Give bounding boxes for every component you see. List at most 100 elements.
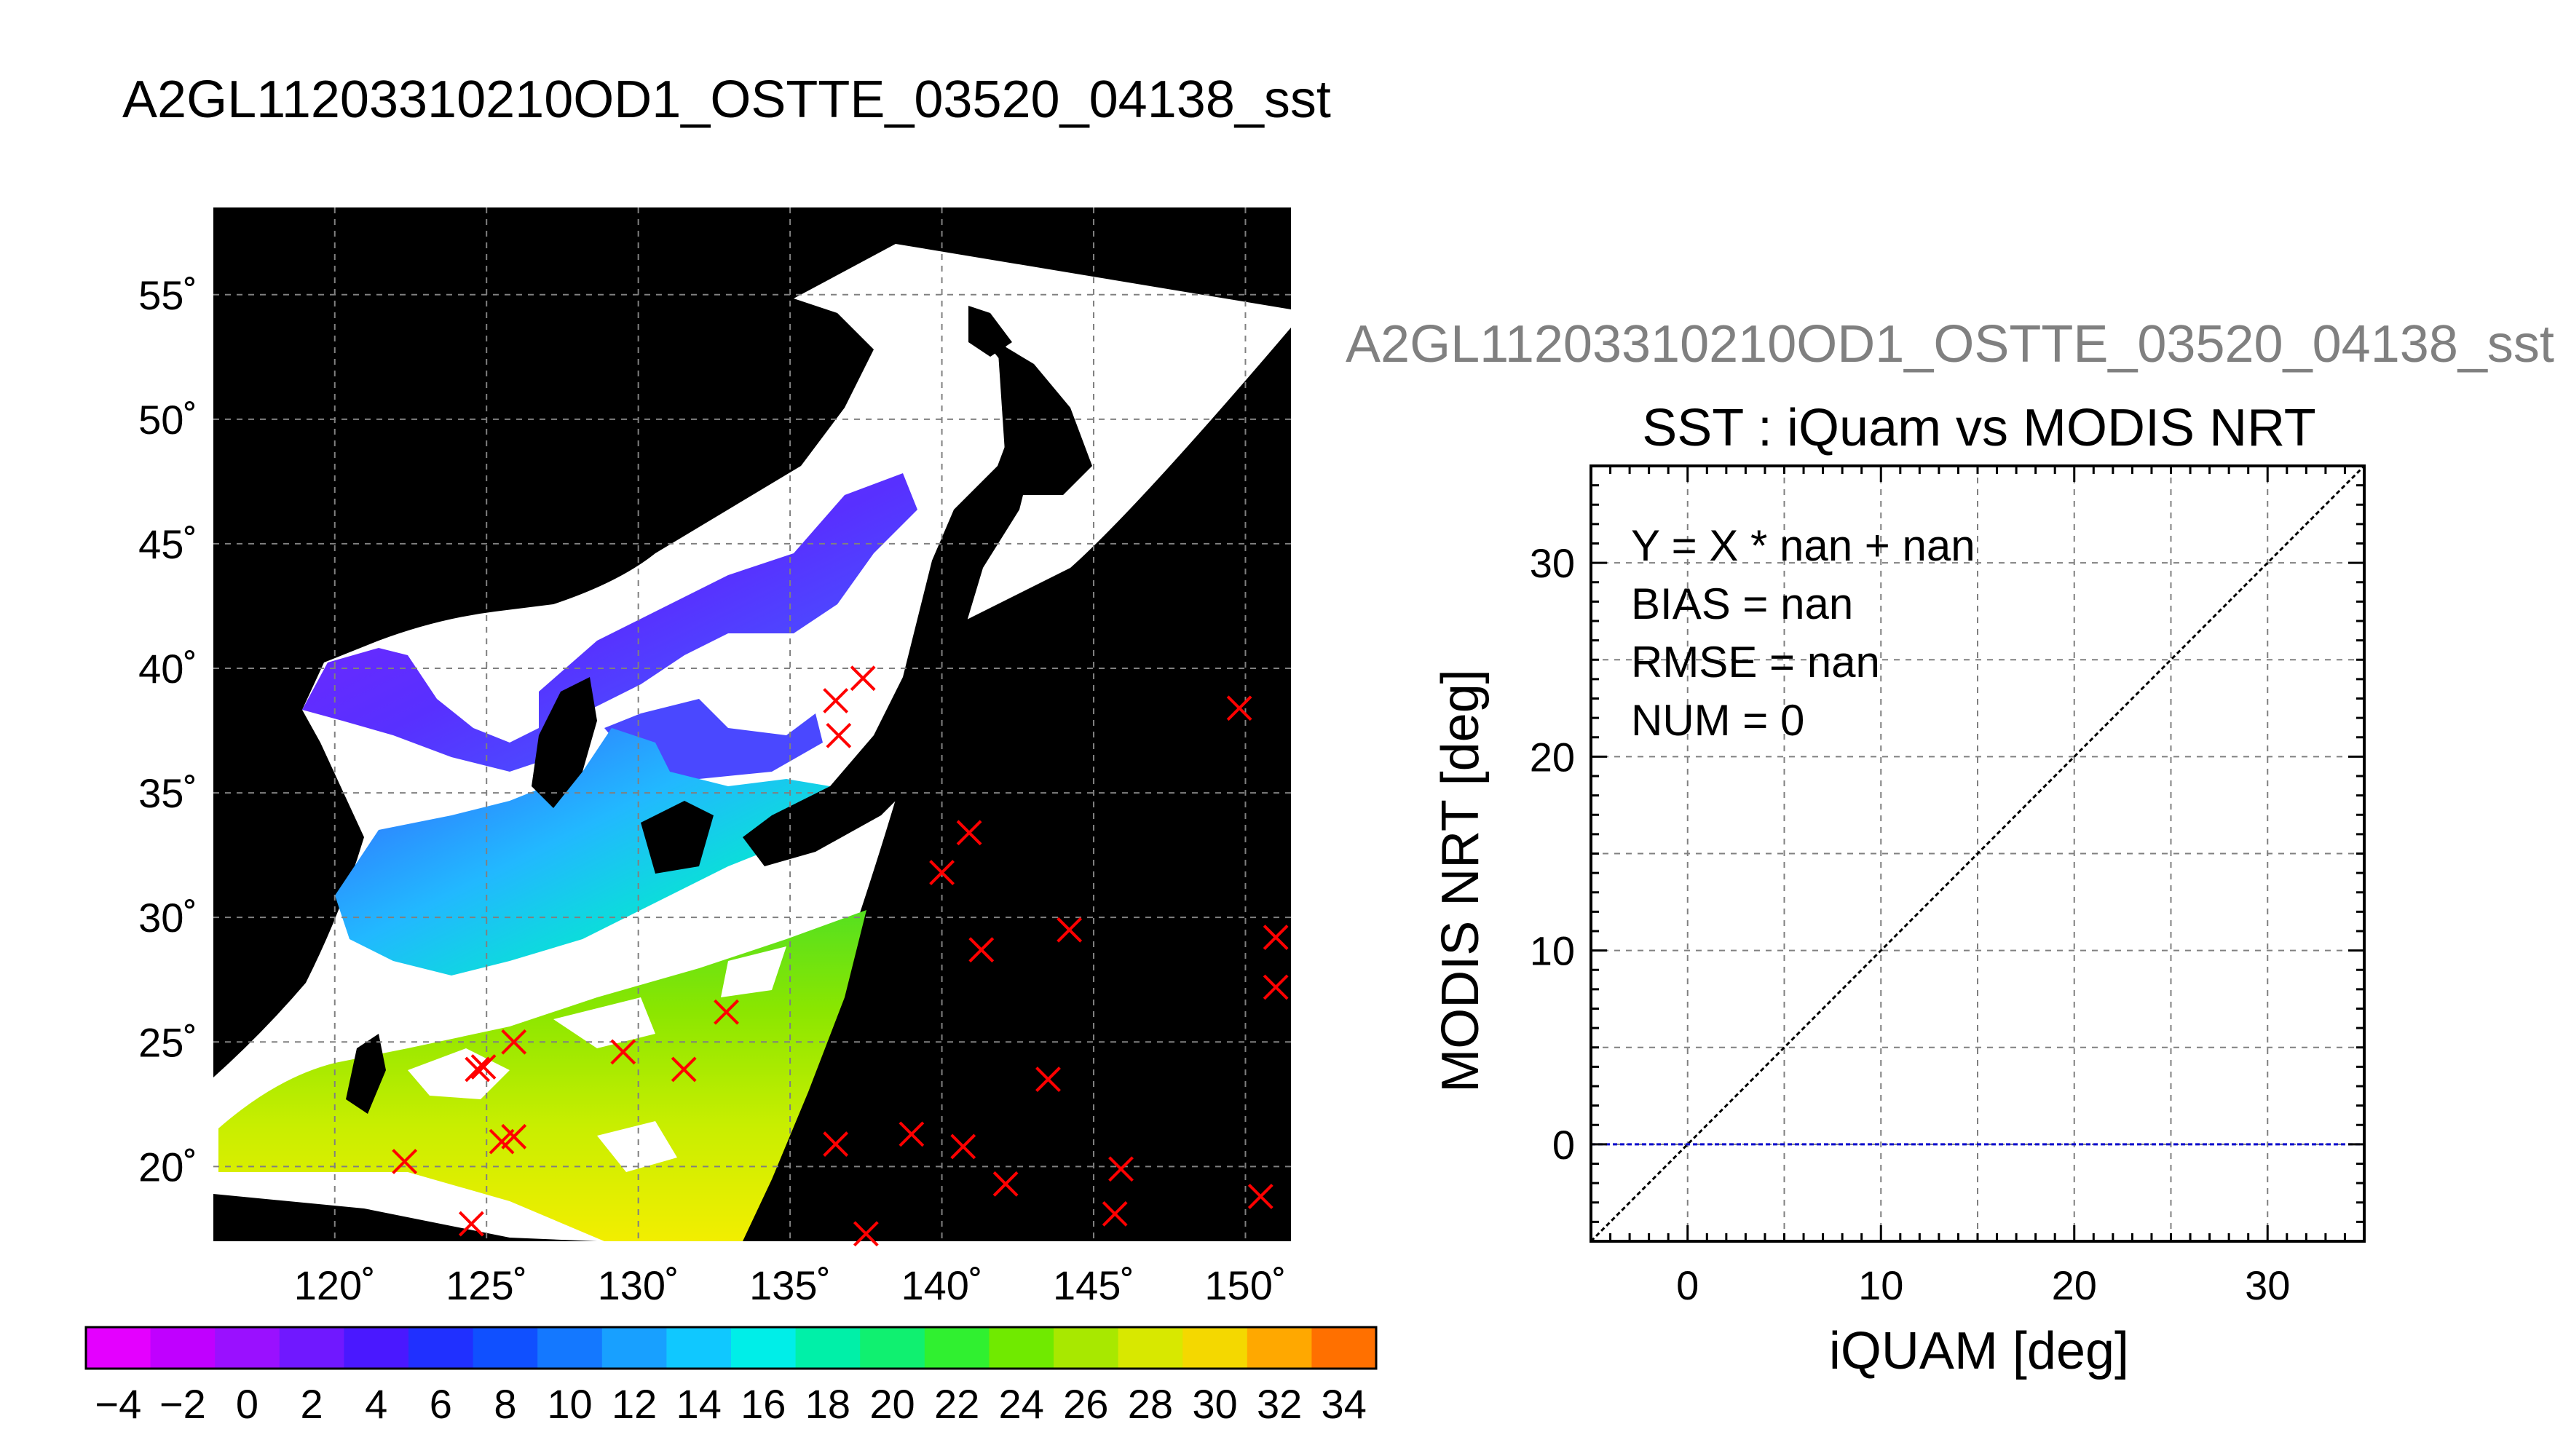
colorbar-segment xyxy=(1182,1327,1248,1369)
map-x-tick-label: 125˚ xyxy=(446,1262,527,1308)
in-situ-marker xyxy=(823,1131,849,1157)
colorbar-segment xyxy=(537,1327,603,1369)
map-ticks: 120˚ 125˚ 130˚ 135˚ 140˚ 145˚ 150˚ 20˚ 25˚ 30˚ 35˚… xyxy=(138,272,1286,1308)
in-situ-marker xyxy=(929,860,955,886)
colorbar-tick-label: 2 xyxy=(301,1381,323,1427)
in-situ-marker xyxy=(1035,1067,1061,1093)
scatter-file-title: A2GL11203310210OD1_OSTTE_03520_04138_sst xyxy=(1346,315,2554,373)
map-grid xyxy=(213,207,1291,1241)
colorbar-segment xyxy=(86,1327,151,1369)
colorbar-tick-label: 14 xyxy=(676,1381,722,1427)
east-china-sea-sst xyxy=(335,728,830,976)
in-situ-marker xyxy=(501,1029,527,1055)
colorbar-tick-label: 22 xyxy=(934,1381,979,1427)
in-situ-marker xyxy=(458,1211,484,1237)
colorbar-segment xyxy=(860,1327,925,1369)
map-x-tick-label: 145˚ xyxy=(1053,1262,1134,1308)
in-situ-marker xyxy=(470,1054,497,1080)
in-situ-marker xyxy=(853,1221,879,1247)
in-situ-marker xyxy=(1226,695,1252,721)
japan-kyushu xyxy=(641,801,714,874)
in-situ-marker xyxy=(1263,925,1289,950)
map-x-tick-label: 150˚ xyxy=(1204,1262,1286,1308)
colorbar-segment xyxy=(731,1327,797,1369)
colorbar-tick-label: 16 xyxy=(741,1381,786,1427)
colorbar-tick-label: 4 xyxy=(365,1381,387,1427)
in-situ-marker xyxy=(1247,1183,1273,1209)
map-y-tick-label: 55˚ xyxy=(138,272,197,318)
colorbar-segment xyxy=(279,1327,344,1369)
in-situ-marker xyxy=(1108,1156,1134,1182)
south-sst xyxy=(218,910,866,1241)
colorbar-segment xyxy=(1311,1327,1377,1369)
colorbar-tick-label: 20 xyxy=(869,1381,915,1427)
map-y-tick-label: 35˚ xyxy=(138,770,197,816)
map-x-tick-label: 140˚ xyxy=(901,1262,983,1308)
map-y-tick-label: 45˚ xyxy=(138,521,197,567)
page-title: A2GL11203310210OD1_OSTTE_03520_04138_sst xyxy=(122,71,1331,129)
colorbar: −4 −2 0 2 4 6 8 10 12 14 16 18 20 22 24 26 28 30 32 34 xyxy=(84,1326,1378,1427)
in-situ-marker xyxy=(1102,1200,1128,1227)
in-situ-marker xyxy=(850,665,876,692)
in-situ-marker xyxy=(392,1149,418,1174)
in-situ-marker xyxy=(968,937,995,963)
colorbar-tick-label: 8 xyxy=(494,1381,516,1427)
in-situ-marker xyxy=(1057,917,1083,943)
map-y-tick-label: 50˚ xyxy=(138,397,197,443)
taiwan xyxy=(346,1034,386,1114)
in-situ-marker xyxy=(714,999,739,1025)
colorbar-segment xyxy=(795,1327,861,1369)
colorbar-segment xyxy=(473,1327,538,1369)
in-situ-marker xyxy=(992,1171,1019,1197)
colorbar-tick-label: 18 xyxy=(805,1381,850,1427)
colorbar-tick-label: 10 xyxy=(547,1381,592,1427)
map-y-tick-label: 25˚ xyxy=(138,1019,197,1065)
japan-honshu xyxy=(743,320,1034,866)
colorbar-segment xyxy=(601,1327,667,1369)
colorbar-segment xyxy=(215,1327,280,1369)
colorbar-segment xyxy=(150,1327,216,1369)
colorbar-tick-label: 12 xyxy=(612,1381,657,1427)
in-situ-marker xyxy=(950,1133,976,1160)
sakhalin xyxy=(968,306,1012,357)
colorbar-segment xyxy=(1118,1327,1183,1369)
japan-sea-sst xyxy=(302,473,917,772)
colorbar-tick-label: 34 xyxy=(1322,1381,1367,1427)
colorbar-tick-label: 24 xyxy=(999,1381,1044,1427)
colorbar-tick-label: 26 xyxy=(1063,1381,1108,1427)
colorbar-tick-label: 0 xyxy=(236,1381,258,1427)
in-situ-marker xyxy=(823,688,849,713)
in-situ-marker xyxy=(1263,974,1289,1000)
map-y-tick-label: 40˚ xyxy=(138,646,197,692)
korea xyxy=(532,677,597,808)
map-x-tick-label: 120˚ xyxy=(294,1262,376,1308)
south-cloud-patches xyxy=(408,946,786,1172)
map-x-tick-label: 135˚ xyxy=(749,1262,831,1308)
colorbar-tick-label: 28 xyxy=(1128,1381,1173,1427)
in-situ-marker xyxy=(899,1121,925,1147)
colorbar-tick-label: 6 xyxy=(430,1381,452,1427)
colorbar-segment xyxy=(1247,1327,1312,1369)
in-situ-marker xyxy=(465,1056,491,1083)
in-situ-marker xyxy=(501,1123,527,1150)
colorbar-tick-label: 32 xyxy=(1257,1381,1302,1427)
in-situ-marker xyxy=(610,1039,636,1065)
colorbar-segment xyxy=(989,1327,1054,1369)
colorbar-segment xyxy=(666,1327,732,1369)
in-situ-marker xyxy=(826,722,852,748)
colorbar-segment xyxy=(1054,1327,1119,1369)
colorbar-segment xyxy=(408,1327,474,1369)
colorbar-tick-label: 30 xyxy=(1192,1381,1237,1427)
colorbar-frame xyxy=(84,1326,1378,1370)
colorbar-segment xyxy=(924,1327,990,1369)
south-sst-edge-land xyxy=(213,1194,597,1241)
colorbar-tick-label: −2 xyxy=(159,1381,206,1427)
map-markers xyxy=(392,665,1289,1247)
map-y-tick-label: 30˚ xyxy=(138,895,197,941)
map-x-tick-label: 130˚ xyxy=(598,1262,679,1308)
map-y-tick-label: 20˚ xyxy=(138,1144,197,1190)
in-situ-marker xyxy=(956,820,982,846)
in-situ-marker xyxy=(671,1056,697,1083)
colorbar-tick-label: −4 xyxy=(95,1381,141,1427)
